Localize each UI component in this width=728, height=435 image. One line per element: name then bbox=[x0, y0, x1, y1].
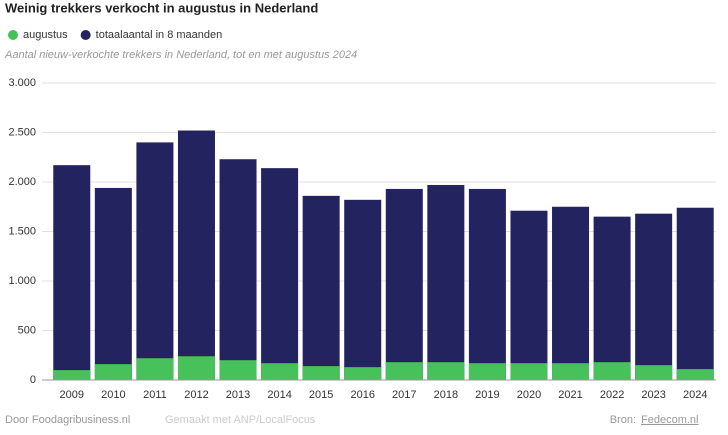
bar bbox=[261, 168, 299, 380]
x-tick-label: 2021 bbox=[558, 389, 582, 401]
x-tick-label: 2024 bbox=[683, 389, 707, 401]
bar bbox=[136, 142, 174, 380]
bar bbox=[219, 360, 257, 380]
x-tick-label: 2020 bbox=[517, 389, 541, 401]
bar bbox=[510, 210, 548, 380]
x-tick-label: 2013 bbox=[226, 389, 250, 401]
x-tick-label: 2018 bbox=[434, 389, 458, 401]
bar bbox=[427, 184, 465, 380]
x-tick-label: 2016 bbox=[350, 389, 374, 401]
bar bbox=[177, 356, 215, 380]
bar bbox=[53, 165, 91, 380]
bar bbox=[552, 363, 590, 380]
x-tick-label: 2015 bbox=[309, 389, 333, 401]
bar bbox=[510, 363, 548, 380]
x-tick-label: 2023 bbox=[641, 389, 665, 401]
y-tick-label: 2.000 bbox=[8, 176, 36, 188]
credit: Door Foodagribusiness.nl bbox=[5, 414, 130, 426]
bar bbox=[94, 364, 132, 380]
y-tick-label: 500 bbox=[18, 324, 36, 336]
y-tick-label: 1.500 bbox=[8, 225, 36, 237]
x-tick-label: 2011 bbox=[143, 389, 167, 401]
y-tick-label: 3.000 bbox=[8, 77, 36, 89]
bar bbox=[593, 216, 631, 380]
bar bbox=[136, 358, 174, 380]
source-label: Bron: bbox=[610, 414, 636, 426]
bar bbox=[344, 367, 382, 380]
source-link[interactable]: Fedecom.nl bbox=[641, 414, 698, 426]
y-tick-label: 0 bbox=[30, 374, 36, 386]
bar bbox=[219, 159, 257, 380]
x-tick-label: 2022 bbox=[600, 389, 624, 401]
y-tick-label: 1.000 bbox=[8, 275, 36, 287]
bar bbox=[261, 363, 299, 380]
bar bbox=[593, 362, 631, 380]
bar bbox=[676, 207, 714, 380]
legend-label: totaalaantal in 8 maanden bbox=[96, 29, 223, 41]
chart-subtitle: Aantal nieuw-verkochte trekkers in Neder… bbox=[4, 49, 357, 61]
bar bbox=[344, 199, 382, 380]
x-tick-label: 2010 bbox=[101, 389, 125, 401]
bar bbox=[552, 206, 590, 380]
y-tick-label: 2.500 bbox=[8, 126, 36, 138]
bar bbox=[177, 130, 215, 380]
legend-swatch bbox=[80, 30, 91, 40]
bar bbox=[385, 362, 423, 380]
bar bbox=[385, 188, 423, 380]
x-tick-label: 2012 bbox=[184, 389, 208, 401]
legend-label: augustus bbox=[23, 29, 68, 41]
bar bbox=[302, 195, 340, 380]
x-tick-label: 2014 bbox=[267, 389, 291, 401]
bar bbox=[468, 188, 506, 380]
bar bbox=[468, 363, 506, 380]
made-with: Gemaakt met ANP/LocalFocus bbox=[165, 414, 316, 426]
x-tick-label: 2019 bbox=[475, 389, 499, 401]
bar bbox=[635, 365, 673, 380]
bar bbox=[427, 362, 465, 380]
bar bbox=[94, 187, 132, 380]
bar bbox=[635, 213, 673, 380]
x-tick-label: 2009 bbox=[60, 389, 84, 401]
chart-title: Weinig trekkers verkocht in augustus in … bbox=[5, 0, 318, 15]
x-tick-label: 2017 bbox=[392, 389, 416, 401]
legend-swatch bbox=[8, 30, 18, 40]
bar bbox=[53, 370, 91, 380]
bar bbox=[302, 366, 340, 380]
bar bbox=[676, 369, 714, 380]
